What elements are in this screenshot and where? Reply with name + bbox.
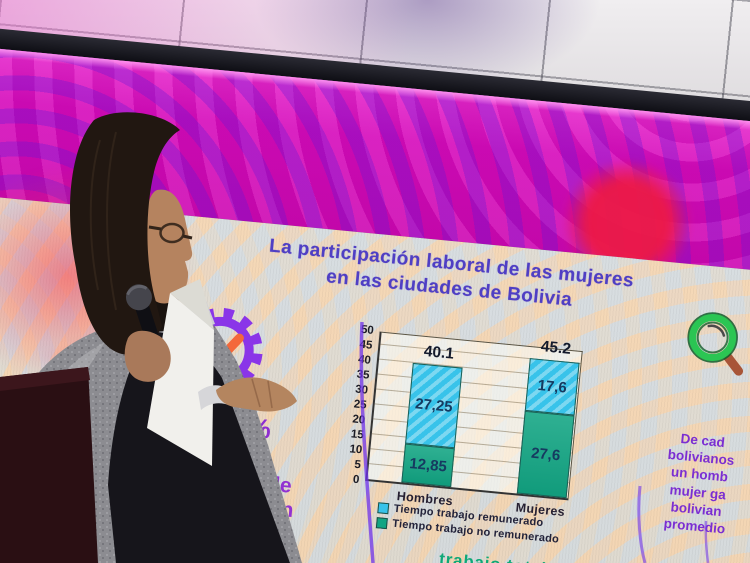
bar-segment-label: 27,25 [414, 395, 454, 416]
bar-segment: 27,25 [405, 362, 463, 449]
y-tick-label: 40 [357, 353, 372, 367]
magnifying-glass-icon [687, 312, 744, 376]
y-tick-label: 10 [348, 443, 363, 457]
bar-segment-label: 12,85 [408, 455, 448, 476]
checkmark-icon [199, 333, 244, 369]
y-tick-label: 35 [356, 368, 370, 382]
chart-plot: 12,85 27,25 40.1 Hombres 27,6 17,6 45.2 Mujeres [365, 331, 583, 519]
magnifier-handle [722, 351, 744, 376]
gear-ring [186, 316, 254, 384]
right-text-block: De cad bolivianos un homb mujer ga boliv… [619, 425, 750, 542]
bar-segment: 27,6 [516, 411, 575, 499]
y-tick-label: 5 [353, 458, 362, 472]
y-tick-label: 0 [352, 473, 360, 487]
bar-segment: 12,85 [401, 443, 455, 488]
bar-segment: 17,6 [524, 358, 580, 416]
y-tick-label: 25 [353, 398, 368, 412]
bar-segment-label: 27,6 [530, 444, 562, 465]
stacked-bar-chart: 0 5 10 15 20 25 30 35 40 45 50 12,85 27,25 40.1 Hombr… [349, 324, 583, 519]
y-tick-label: 45 [358, 338, 373, 352]
y-tick-label: 50 [360, 323, 375, 337]
legend-swatch [377, 501, 390, 514]
magnifier-ring [689, 313, 737, 361]
magnifier-outline-inner [696, 321, 729, 354]
magnifier-glint [707, 324, 726, 337]
magnifier-outline-outer [687, 312, 738, 363]
stat-percent: 75% [215, 409, 273, 445]
y-tick-label: 20 [351, 413, 366, 427]
bottom-clipped-text: trabajo total [372, 543, 613, 563]
bar-segment-label: 17,6 [536, 377, 568, 397]
gear-with-checkmark-icon [177, 307, 263, 393]
legend-swatch [375, 516, 388, 529]
y-tick-label: 15 [350, 428, 365, 442]
y-tick-label: 30 [354, 383, 369, 397]
left-text-block: mujeres y de ombres están sertos en el a… [128, 460, 320, 563]
